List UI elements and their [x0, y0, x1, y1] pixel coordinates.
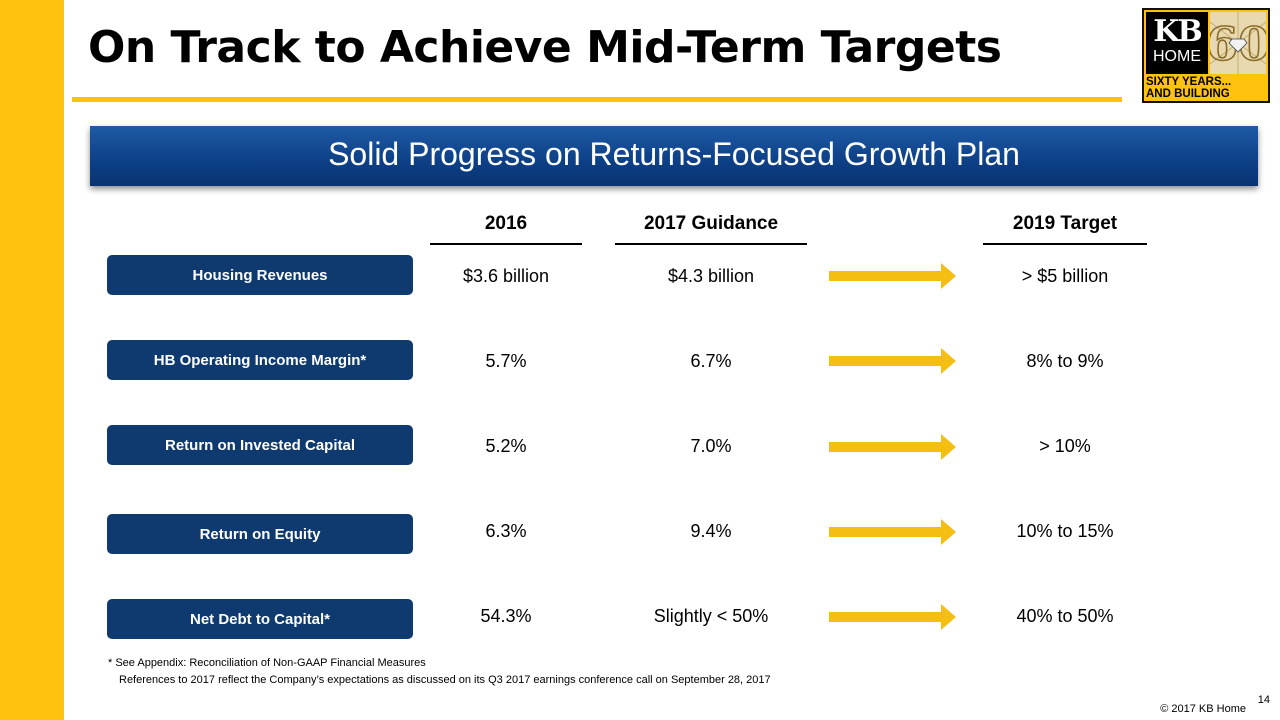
arrow-right-icon	[829, 604, 956, 630]
page-number: 14	[1257, 694, 1270, 706]
column-header-2017-guidance: 2017 Guidance	[643, 213, 779, 234]
slide-title: On Track to Achieve Mid-Term Targets	[88, 22, 1002, 73]
value-2017: $4.3 billion	[667, 266, 755, 286]
value-2017: 9.4%	[690, 521, 732, 541]
footnote-references: References to 2017 reflect the Company’s…	[119, 674, 771, 686]
value-2019: 10% to 15%	[1016, 521, 1114, 541]
arrow-right-icon	[829, 263, 956, 289]
kb-mark: KB HOME	[1146, 12, 1208, 74]
logo-tagline: SIXTY YEARS... AND BUILDING	[1146, 76, 1266, 100]
value-2019: 8% to 9%	[1026, 351, 1104, 371]
logo-kb-letters: KB	[1153, 14, 1202, 49]
arrow-right-icon	[829, 519, 956, 545]
value-2017: 6.7%	[690, 351, 732, 371]
arrow-right-icon	[829, 348, 956, 374]
row-label-return-on-invested-capital: Return on Invested Capital	[107, 425, 413, 465]
column-rule-2017-guidance	[615, 243, 807, 245]
row-label-return-on-equity: Return on Equity	[107, 514, 413, 554]
arrow-right-icon	[829, 434, 956, 460]
section-banner: Solid Progress on Returns-Focused Growth…	[90, 126, 1258, 186]
value-2016: 5.2%	[485, 436, 527, 456]
column-header-2019-target: 2019 Target	[1012, 213, 1118, 234]
logo-tagline-line2: AND BUILDING	[1146, 88, 1230, 100]
row-label-hb-operating-income-margin: HB Operating Income Margin*	[107, 340, 413, 380]
value-2016: 6.3%	[485, 521, 527, 541]
column-header-2016: 2016	[484, 213, 528, 234]
sixty-years-emblem: 60	[1210, 12, 1266, 74]
title-underline	[72, 97, 1122, 102]
left-accent-bar	[0, 0, 64, 720]
value-2017: Slightly < 50%	[653, 606, 769, 626]
column-rule-2019-target	[983, 243, 1147, 245]
row-label-net-debt-to-capital: Net Debt to Capital*	[107, 599, 413, 639]
value-2016: 5.7%	[485, 351, 527, 371]
value-2016: 54.3%	[480, 606, 532, 626]
column-rule-2016	[430, 243, 582, 245]
diamond-sixty-icon: 60	[1210, 12, 1266, 74]
copyright-notice: © 2017 KB Home	[1160, 703, 1246, 715]
value-2019: > $5 billion	[1021, 266, 1109, 286]
footnote-non-gaap: * See Appendix: Reconciliation of Non-GA…	[108, 657, 426, 669]
kb-home-logo: KB HOME 60 SIXTY YEARS... AND BUILDING	[1142, 8, 1270, 103]
row-label-housing-revenues: Housing Revenues	[107, 255, 413, 295]
banner-text: Solid Progress on Returns-Focused Growth…	[328, 136, 1020, 172]
logo-tagline-line1: SIXTY YEARS...	[1146, 76, 1232, 88]
value-2016: $3.6 billion	[462, 266, 550, 286]
value-2019: > 10%	[1039, 436, 1091, 456]
value-2019: 40% to 50%	[1016, 606, 1114, 626]
logo-home-word: HOME	[1153, 48, 1201, 65]
value-2017: 7.0%	[690, 436, 732, 456]
